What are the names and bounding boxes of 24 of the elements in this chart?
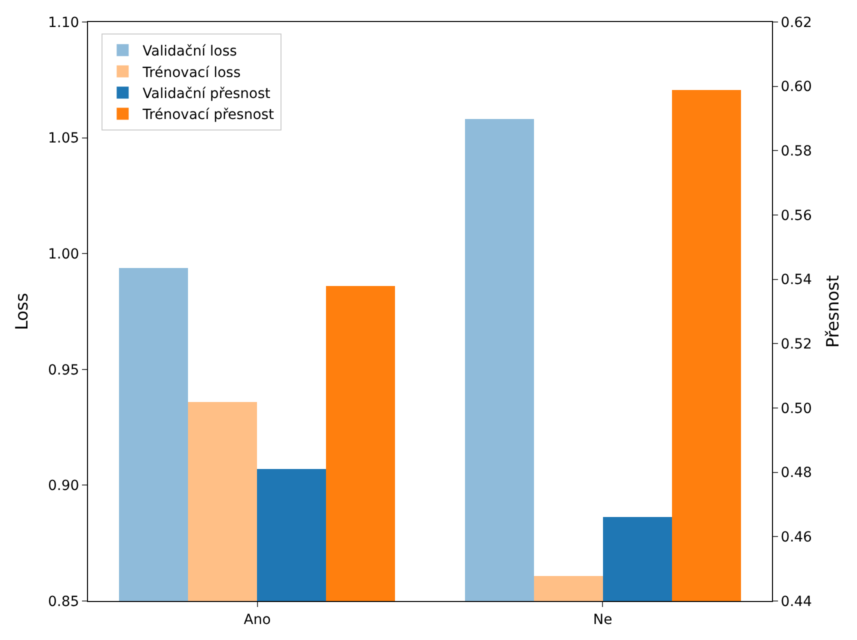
y-axis-title: Loss	[12, 292, 33, 330]
x-tick-label: Ne	[593, 612, 612, 628]
y2-tick-label: 0.54	[780, 272, 812, 288]
y-tick-label: 0.85	[48, 594, 80, 610]
legend-label: Trénovací loss	[142, 64, 241, 81]
y2-tick-label: 0.44	[780, 594, 812, 610]
y2-tick-label: 0.62	[780, 14, 812, 31]
y2-tick-label: 0.58	[780, 144, 812, 160]
y2-tick-label: 0.46	[780, 530, 812, 546]
y2-axis-title: Přesnost	[823, 274, 844, 348]
y2-tick-label: 0.50	[780, 400, 812, 417]
y-tick-label: 1.10	[48, 14, 80, 31]
y-tick-label: 0.90	[48, 478, 80, 494]
y2-tick-label: 0.52	[780, 336, 812, 353]
legend-label: Trénovací přesnost	[142, 107, 275, 124]
y2-tick-label: 0.48	[780, 465, 812, 482]
y2-tick-label: 0.56	[780, 208, 812, 224]
y-tick-label: 0.95	[48, 362, 80, 378]
y-tick-label: 1.05	[48, 130, 80, 147]
legend-label: Validační přesnost	[142, 86, 271, 102]
y2-tick-label: 0.60	[780, 79, 812, 96]
x-tick-label: Ano	[244, 612, 271, 628]
y-tick-label: 1.00	[48, 246, 80, 262]
legend-label: Validační loss	[142, 44, 237, 60]
